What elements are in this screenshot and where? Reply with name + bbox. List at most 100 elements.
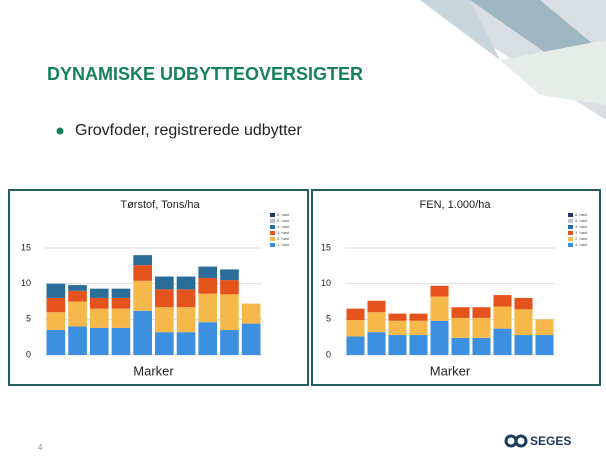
y-tick-label: 0 (326, 349, 331, 359)
legend-swatch (568, 231, 573, 235)
legend-label: 1. høst (575, 242, 588, 247)
chart-title: FEN, 1.000/ha (420, 199, 492, 211)
legend-label: 3. høst (575, 230, 588, 235)
bar-segment (198, 293, 218, 323)
bar-segment (133, 280, 152, 311)
decor (420, 0, 500, 60)
bar-segment (89, 308, 109, 328)
bar-segment (493, 295, 512, 307)
x-axis-label: Marker (133, 363, 174, 378)
bar-segment (198, 322, 218, 355)
bullet-dot (56, 127, 64, 135)
legend-label: 5. høst (277, 218, 290, 223)
decor (500, 40, 606, 105)
y-tick-label: 0 (26, 349, 31, 359)
bar-segment (133, 310, 152, 355)
bar-segment (46, 283, 66, 298)
bar-segment (155, 276, 174, 290)
bar-segment (493, 306, 512, 329)
slide-title: DYNAMISKE UDBYTTEOVERSIGTER (47, 64, 363, 84)
bar-segment (367, 332, 386, 355)
bar-segment (409, 320, 428, 336)
bar-segment (46, 330, 66, 355)
bar-segment (430, 285, 449, 297)
legend-label: 5. høst (575, 218, 588, 223)
bar-segment (155, 332, 174, 355)
page-number: 4 (38, 443, 43, 452)
y-tick-label: 5 (326, 314, 331, 324)
legend-label: 2. høst (575, 236, 588, 241)
bar-segment (220, 280, 239, 295)
legend-swatch (270, 237, 275, 241)
bar-segment (111, 327, 131, 355)
bar-segment (535, 335, 554, 355)
bar-segment (220, 269, 239, 281)
legend-label: 6. høst (575, 212, 588, 217)
x-axis-label: Marker (430, 363, 471, 378)
bar-segment (176, 289, 196, 308)
bar-segment (451, 337, 470, 355)
logo-icon (514, 434, 528, 448)
bar-segment (535, 319, 554, 336)
bar-segment (111, 308, 131, 328)
legend-swatch (568, 219, 573, 223)
bullet-text: Grovfoder, registrerede udbytter (75, 122, 302, 139)
logo-text: SEGES (530, 434, 571, 448)
bar-segment (472, 307, 491, 318)
bar-segment (514, 297, 533, 310)
bar-segment (346, 336, 365, 355)
y-tick-label: 10 (21, 278, 31, 288)
y-tick-label: 15 (321, 242, 331, 252)
bar-segment (241, 303, 261, 324)
legend-label: 1. høst (277, 242, 290, 247)
bar-segment (111, 288, 131, 298)
bar-segment (493, 328, 512, 355)
bar-segment (367, 312, 386, 333)
bar-segment (346, 320, 365, 337)
bar-segment (430, 296, 449, 321)
bar-segment (133, 255, 152, 266)
legend-label: 3. høst (277, 230, 290, 235)
bar-segment (46, 297, 66, 313)
bar-segment (220, 330, 239, 355)
legend-swatch (568, 225, 573, 229)
bar-segment (367, 300, 386, 313)
bar-segment (89, 327, 109, 355)
legend-swatch (270, 213, 275, 217)
legend-swatch (270, 243, 275, 247)
y-tick-label: 15 (21, 242, 31, 252)
chart-frame (311, 189, 601, 386)
y-tick-label: 10 (321, 278, 331, 288)
legend-label: 4. høst (575, 224, 588, 229)
legend-swatch (270, 231, 275, 235)
bar-segment (155, 289, 174, 308)
y-tick-label: 5 (26, 314, 31, 324)
bar-segment (155, 307, 174, 333)
bar-segment (409, 335, 428, 355)
bar-segment (472, 337, 491, 355)
bar-segment (388, 313, 407, 321)
legend-label: 6. høst (277, 212, 290, 217)
legend-swatch (270, 219, 275, 223)
bar-segment (68, 290, 87, 302)
bar-segment (111, 297, 131, 309)
bar-segment (514, 335, 533, 355)
bar-segment (133, 265, 152, 281)
bar-segment (514, 309, 533, 336)
bar-segment (388, 335, 407, 355)
bar-segment (409, 313, 428, 321)
legend-swatch (568, 213, 573, 217)
bar-segment (220, 294, 239, 331)
bar-segment (89, 297, 109, 309)
bar-segment (68, 326, 87, 355)
legend-label: 4. høst (277, 224, 290, 229)
legend-swatch (568, 243, 573, 247)
bar-segment (198, 277, 218, 294)
chart-title: Tørstof, Tons/ha (120, 199, 200, 211)
bar-segment (346, 308, 365, 321)
bar-segment (198, 266, 218, 278)
bar-segment (430, 320, 449, 355)
bar-segment (46, 312, 66, 331)
legend-label: 2. høst (277, 236, 290, 241)
